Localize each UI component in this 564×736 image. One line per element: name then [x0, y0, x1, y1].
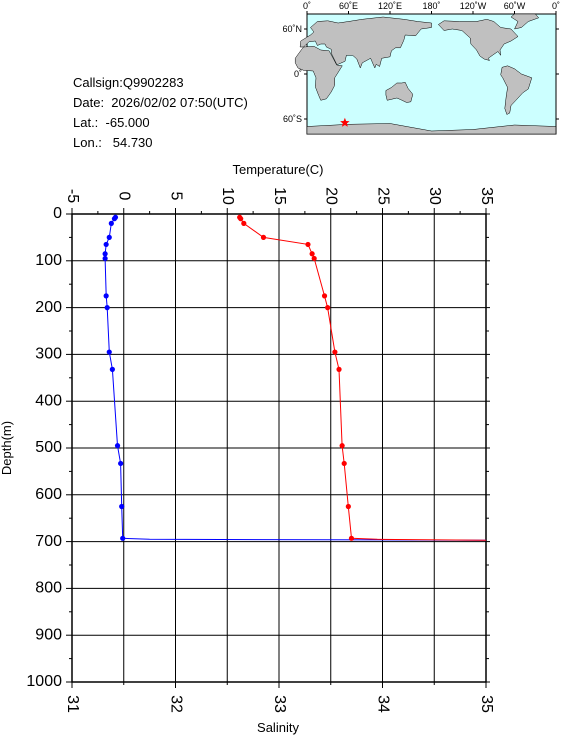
salinity-tick-label: 31 — [64, 695, 81, 713]
lon-text: Lon.: 54.730 — [73, 135, 153, 150]
salinity-data-point — [241, 220, 247, 226]
temperature-data-point — [108, 220, 114, 226]
temperature-data-point — [106, 234, 112, 240]
depth-tick-label: 200 — [35, 299, 62, 316]
salinity-tick-label: 32 — [167, 695, 184, 713]
temperature-data-point — [103, 293, 109, 299]
salinity-data-point — [237, 214, 243, 220]
map-lat-label: 60˚N — [282, 24, 302, 34]
salinity-tick-label: 33 — [271, 695, 288, 713]
temperature-tick-label: 35 — [478, 187, 495, 205]
salinity-data-point — [341, 460, 347, 467]
depth-tick-label: 300 — [35, 346, 62, 363]
temperature-axis-label: Temperature(C) — [232, 162, 323, 177]
temperature-data-point — [118, 460, 124, 467]
date-text: Date: 2026/02/02 07:50(UTC) — [73, 95, 248, 110]
temperature-tick-label: 15 — [271, 187, 288, 205]
depth-tick-label: 1000 — [26, 673, 62, 690]
depth-tick-label: 100 — [35, 252, 62, 269]
depth-tick-label: 500 — [35, 439, 62, 456]
location-map: 0˚ 60˚E 120˚E 180˚ 120˚W 60˚W 0˚ 60˚N 0˚ 60˚S — [282, 1, 560, 135]
salinity-data-point — [311, 255, 317, 262]
temperature-data-point — [104, 305, 110, 311]
temperature-data-point — [119, 503, 125, 510]
salinity-data-point — [345, 503, 351, 510]
salinity-tick-label: 34 — [374, 695, 391, 713]
temperature-data-point — [109, 366, 115, 372]
depth-tick-label: 800 — [35, 580, 62, 597]
temperature-data-point — [120, 535, 126, 541]
depth-tick-label: 900 — [35, 626, 62, 643]
station-info: Callsign:Q9902283 Date: 2026/02/02 07:50… — [73, 73, 248, 153]
salinity-data-point — [260, 234, 267, 240]
plot-frame — [71, 213, 487, 683]
salinity-data-point — [309, 251, 315, 257]
map-lon-label: 180˚ — [422, 1, 440, 11]
land-mass — [306, 123, 557, 135]
salinity-data-point — [336, 366, 342, 372]
salinity-data-point — [305, 241, 311, 248]
callsign-text: Callsign:Q9902283 — [73, 75, 184, 90]
land-mass — [438, 19, 519, 61]
temperature-data-point — [112, 214, 119, 220]
salinity-data-point — [238, 216, 244, 222]
salinity-data-point — [348, 535, 355, 541]
temperature-data-point — [102, 251, 108, 257]
temperature-data-point — [102, 255, 108, 262]
depth-tick-label: 400 — [35, 392, 62, 409]
salinity-axis-label: Salinity — [257, 720, 299, 735]
temperature-tick-label: 5 — [167, 192, 184, 201]
temperature-tick-label: 20 — [323, 187, 340, 205]
map-lon-label: 120˚E — [378, 1, 402, 11]
temperature-profile-line — [104, 216, 487, 541]
depth-tick-label: 700 — [35, 533, 62, 550]
map-lon-label: 120˚W — [460, 1, 487, 11]
salinity-profile-line — [239, 217, 487, 541]
temperature-tick-label: 0 — [116, 192, 133, 201]
depth-tick-label: 600 — [35, 486, 62, 503]
map-lon-label: 0˚ — [303, 1, 311, 11]
salinity-data-point — [339, 443, 345, 449]
land-mass — [299, 16, 432, 69]
land-mass — [510, 13, 540, 30]
salinity-data-point — [325, 305, 331, 311]
map-lon-label: 0˚ — [552, 1, 560, 11]
temperature-data-point — [106, 349, 112, 355]
map-lon-label: 60˚W — [504, 1, 526, 11]
temperature-data-point — [114, 443, 121, 449]
temperature-tick-label: -5 — [64, 189, 81, 203]
salinity-data-point — [321, 293, 328, 299]
depth-tick-label: 0 — [53, 205, 62, 222]
temperature-tick-label: 10 — [219, 187, 236, 205]
temperature-tick-label: 30 — [426, 187, 443, 205]
temperature-data-point — [111, 216, 118, 222]
land-mass — [500, 65, 533, 115]
temperature-data-point — [103, 241, 109, 248]
temperature-tick-label: 25 — [374, 187, 391, 205]
map-lon-label: 60˚E — [339, 1, 358, 11]
map-lat-label: 0˚ — [294, 69, 302, 79]
salinity-data-point — [332, 349, 338, 355]
map-lat-label: 60˚S — [283, 114, 302, 124]
map-land — [294, 13, 557, 135]
station-marker — [340, 117, 350, 127]
land-mass — [385, 82, 414, 103]
land-mass — [294, 46, 343, 101]
salinity-tick-label: 35 — [478, 695, 495, 713]
lat-text: Lat.: -65.000 — [73, 115, 150, 130]
depth-axis-label: Depth(m) — [0, 421, 14, 475]
